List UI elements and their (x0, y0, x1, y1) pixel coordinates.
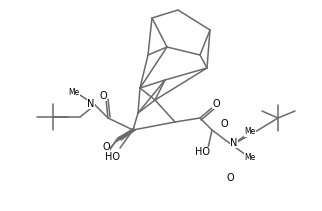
Text: N: N (87, 99, 95, 109)
Text: Me: Me (244, 153, 256, 162)
Text: O: O (220, 119, 228, 129)
Text: Me: Me (68, 88, 80, 96)
Text: Me: Me (244, 127, 256, 137)
Text: N: N (230, 138, 238, 148)
Text: O: O (102, 142, 110, 152)
Text: O: O (212, 99, 220, 109)
Text: HO: HO (106, 152, 120, 162)
Text: O: O (99, 91, 107, 101)
Text: HO: HO (195, 147, 211, 157)
Text: O: O (226, 173, 234, 183)
